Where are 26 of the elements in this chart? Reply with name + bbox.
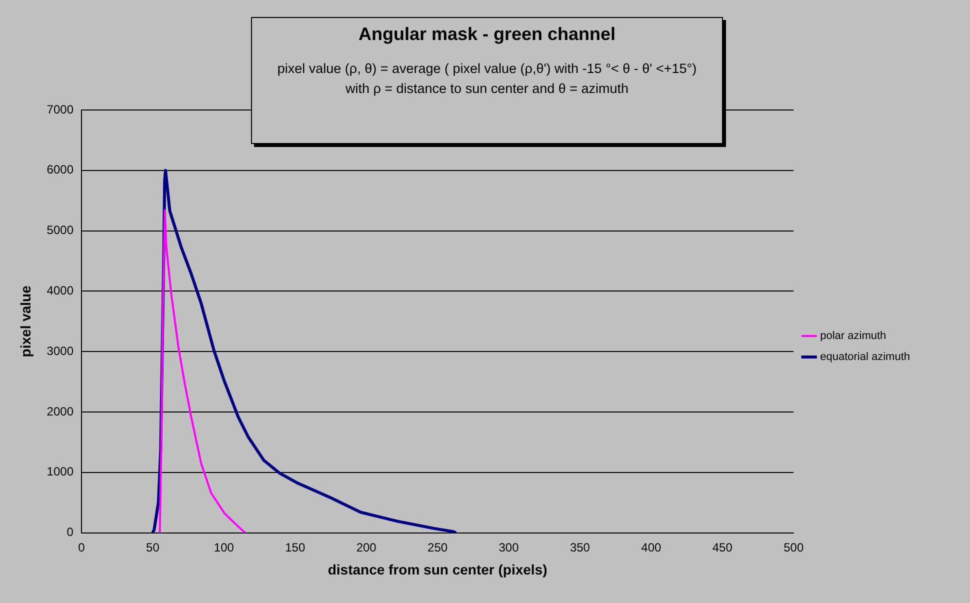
x-tick-label: 350 [570, 540, 590, 554]
x-tick-label: 150 [285, 540, 306, 554]
x-tick-label: 250 [428, 540, 448, 554]
y-tick-label: 7000 [46, 102, 74, 116]
y-tick-label: 0 [66, 525, 74, 540]
title-frame: Angular mask - green channel pixel value (ρ, θ) = average ( pixel value (ρ,θ') with -15 °< θ - θ' <+15°) with ρ = distance to sun center and θ = azimuth [251, 17, 723, 144]
x-tick-label: 50 [146, 540, 160, 554]
y-tick-label: 1000 [46, 464, 74, 479]
x-tick-label: 300 [498, 540, 520, 554]
legend-label: polar azimuth [820, 330, 886, 342]
y-tick-label: 5000 [46, 223, 74, 238]
chart-title: Angular mask - green channel [357, 24, 617, 45]
x-tick-label: 400 [641, 540, 662, 554]
x-tick-label: 450 [712, 540, 733, 554]
y-tick-label: 6000 [46, 162, 74, 177]
chart-subtitle: pixel value (ρ, θ) = average ( pixel value (ρ,θ') with -15 °< θ - θ' <+15°) with ρ = distance to sun center and θ = azimuth [276, 60, 698, 98]
y-tick-label: 3000 [46, 344, 74, 358]
x-tick-label: 500 [784, 540, 804, 554]
y-axis-title: pixel value [17, 285, 34, 358]
legend-label: equatorial azimuth [820, 351, 910, 364]
x-tick-label: 0 [78, 540, 86, 554]
x-axis-title: distance from sun center (pixels) [328, 561, 548, 578]
x-tick-label: 200 [356, 540, 377, 554]
y-tick-label: 4000 [46, 284, 74, 298]
x-tick-label: 100 [214, 540, 234, 554]
y-tick-label: 2000 [46, 404, 74, 418]
